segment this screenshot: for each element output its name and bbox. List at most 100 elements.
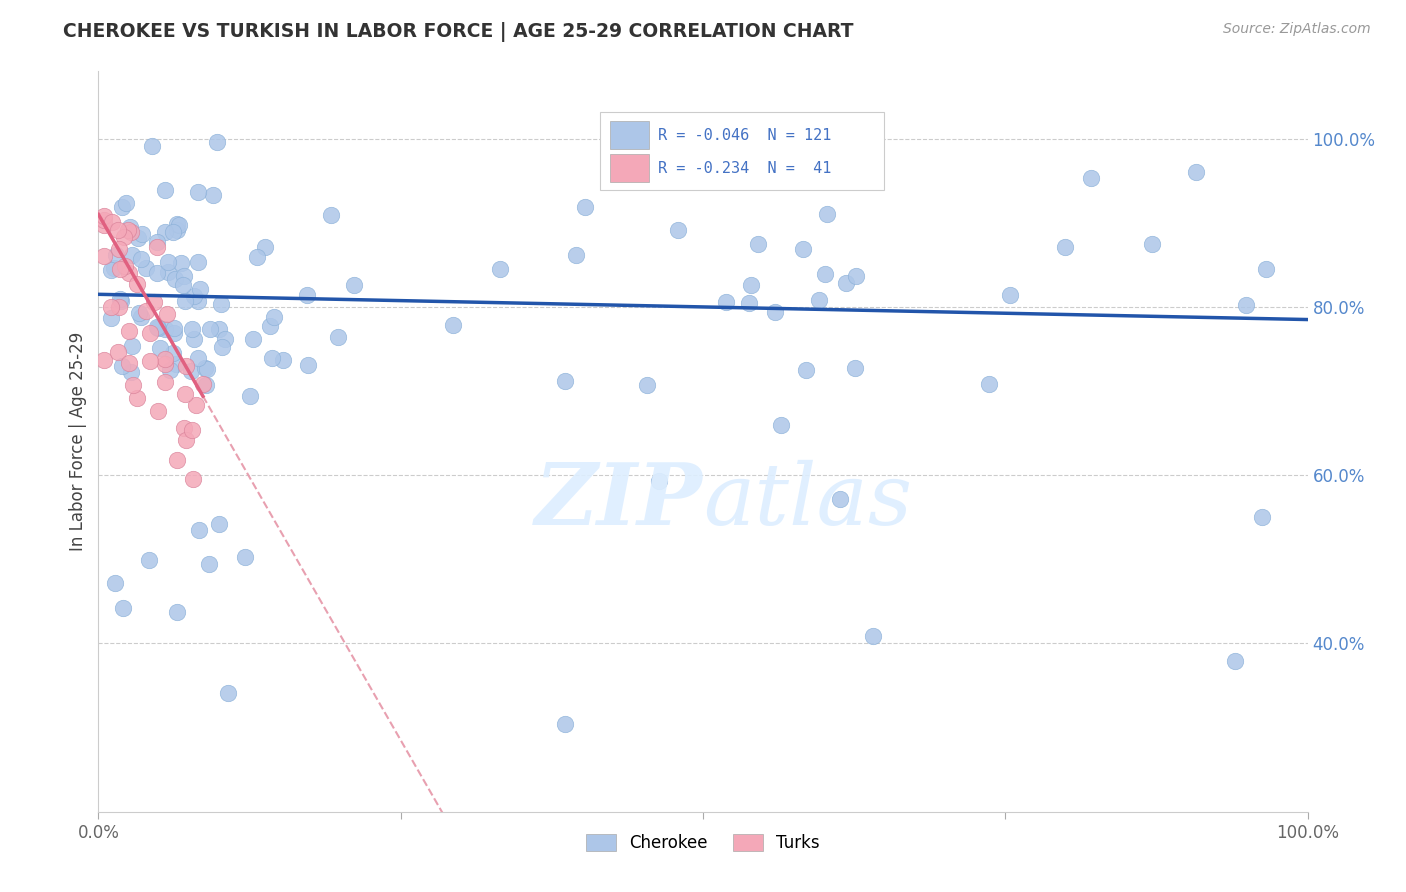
Text: Source: ZipAtlas.com: Source: ZipAtlas.com [1223,22,1371,37]
Point [187,351,209,366]
Point [209,297,232,311]
Point [173,268,195,283]
Point [1140,236,1163,251]
Point [187,293,209,308]
Point [138,326,160,340]
Point [794,363,817,377]
Point [167,219,190,233]
Point [122,377,145,392]
Point [194,361,217,376]
Point [146,235,169,250]
Text: CHEROKEE VS TURKISH IN LABOR FORCE | AGE 25-29 CORRELATION CHART: CHEROKEE VS TURKISH IN LABOR FORCE | AGE… [63,22,853,42]
Point [235,549,257,564]
Point [103,261,125,276]
Point [191,376,214,391]
Point [118,266,141,280]
Point [554,374,576,388]
Point [180,322,202,336]
Point [166,223,188,237]
Point [153,183,176,197]
Point [162,225,184,239]
Point [1054,240,1077,254]
Point [115,196,138,211]
Point [127,277,149,292]
Point [138,354,160,368]
Point [260,351,283,366]
Point [174,387,197,401]
Point [183,332,205,346]
Point [636,378,658,392]
Point [135,304,157,318]
Point [163,326,186,340]
Point [172,277,194,292]
Point [201,188,224,202]
Point [198,557,221,571]
Point [188,523,211,537]
Point [979,376,1001,391]
Point [93,352,115,367]
Point [770,417,793,432]
FancyBboxPatch shape [600,112,884,190]
Point [253,240,276,254]
Point [110,359,132,373]
Point [194,378,217,392]
Point [1185,165,1208,179]
Point [740,155,762,169]
Point [295,288,318,302]
Point [239,389,262,403]
Point [129,310,152,325]
Point [145,266,167,280]
Text: atlas: atlas [703,459,912,542]
Point [648,474,671,488]
Point [214,332,236,346]
Point [166,453,188,467]
Point [245,250,267,264]
Point [157,264,180,278]
Point [104,248,127,262]
Point [170,256,193,270]
Point [118,355,141,369]
Point [153,321,176,335]
Point [100,301,122,315]
Point [714,294,737,309]
Point [131,227,153,242]
Point [845,269,868,284]
Point [180,364,202,378]
Point [747,237,769,252]
Point [107,223,129,237]
Point [740,278,762,293]
Point [208,322,231,336]
Point [441,318,464,333]
Point [100,310,122,325]
Point [153,375,176,389]
Point [155,352,177,367]
Point [142,295,165,310]
Point [792,242,814,256]
Point [297,358,319,372]
Point [1234,298,1257,312]
Point [93,209,115,223]
Point [156,254,179,268]
Point [159,363,181,377]
Point [738,295,761,310]
Point [343,278,366,293]
FancyBboxPatch shape [610,154,648,183]
Point [120,225,142,239]
Point [195,361,218,376]
Point [181,472,204,486]
Point [242,332,264,346]
Point [554,716,576,731]
Point [104,575,127,590]
Point [118,324,141,338]
Point [146,404,169,418]
Point [163,321,186,335]
Point [112,601,135,615]
Point [108,262,131,277]
Point [173,294,195,309]
Point [93,218,115,232]
Point [93,249,115,263]
Point [112,230,135,244]
Point [166,605,188,619]
Point [815,207,838,221]
Point [120,365,142,379]
